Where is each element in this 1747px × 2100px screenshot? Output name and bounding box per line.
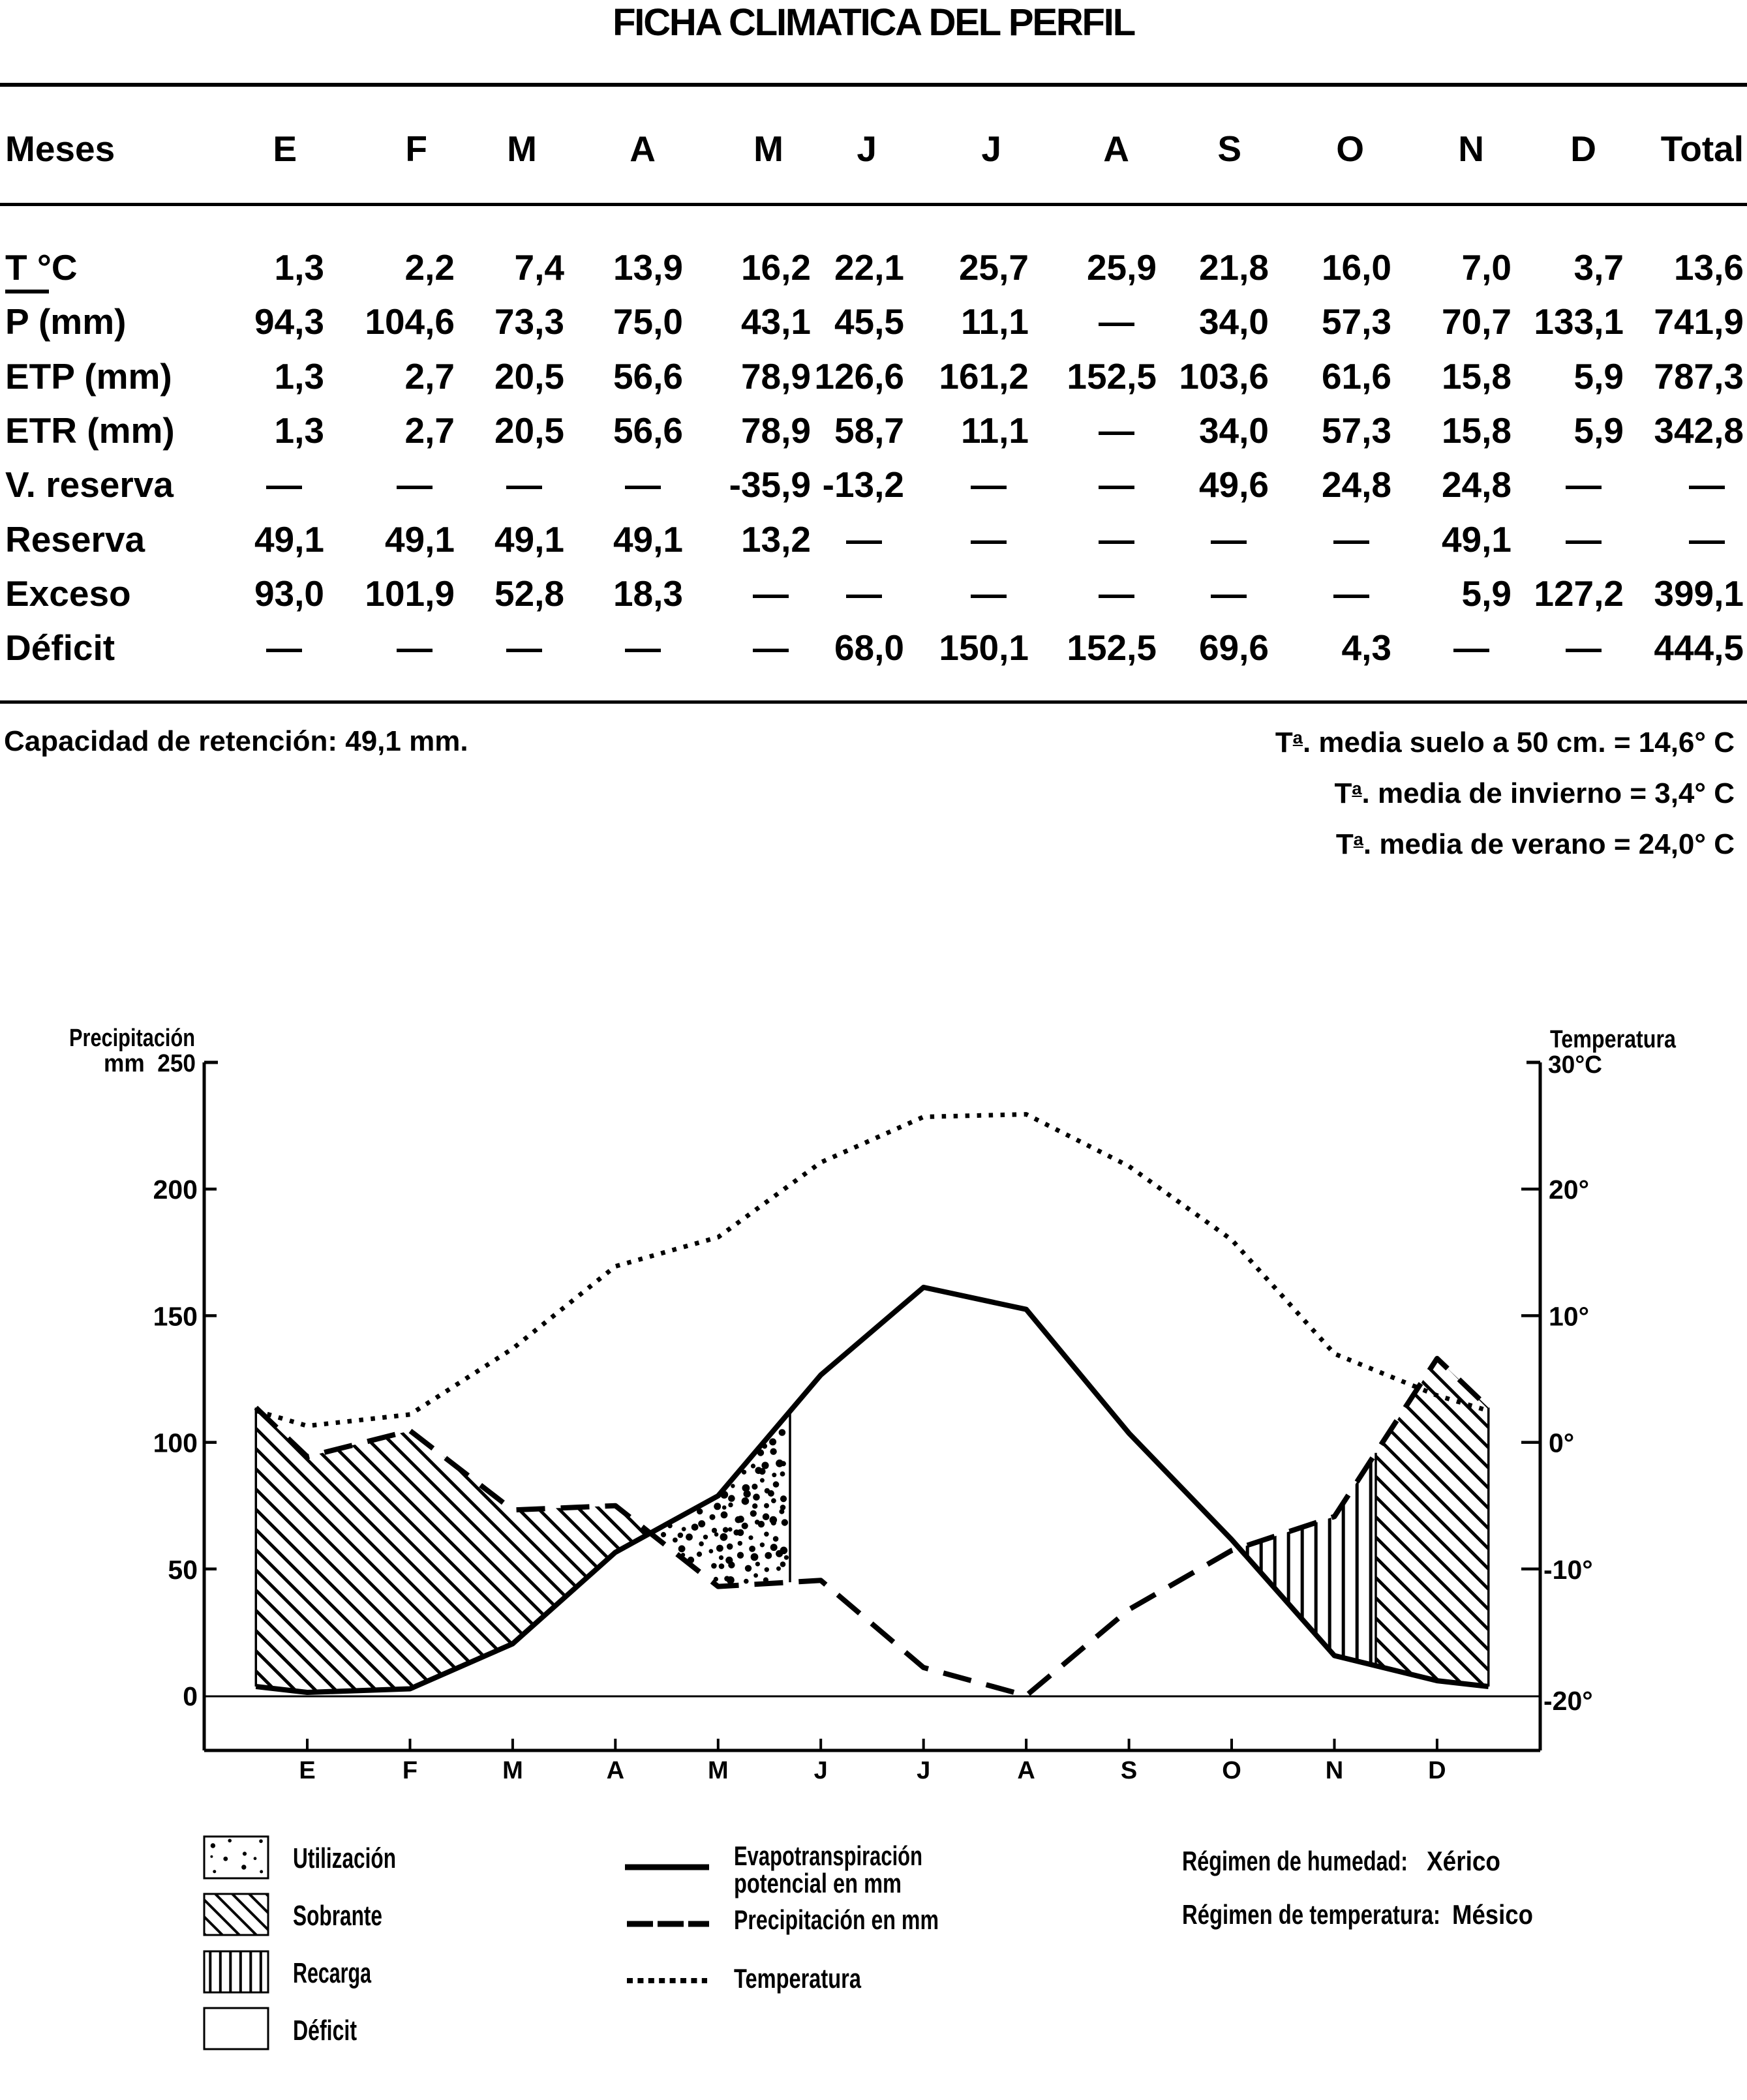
svg-text:potencial en mm: potencial en mm	[734, 1868, 902, 1898]
svg-text:Sobrante: Sobrante	[293, 1900, 382, 1932]
svg-text:Recarga: Recarga	[293, 1957, 371, 1989]
svg-text:Régimen de temperatura:: Régimen de temperatura:	[1182, 1899, 1440, 1930]
svg-text:S: S	[1121, 1757, 1137, 1784]
svg-text:J: J	[917, 1757, 930, 1784]
svg-text:30°C: 30°C	[1548, 1051, 1602, 1079]
svg-text:Régimen de humedad:: Régimen de humedad:	[1182, 1846, 1408, 1876]
svg-text:50: 50	[168, 1555, 198, 1585]
svg-text:Precipitación en mm: Precipitación en mm	[734, 1904, 939, 1935]
svg-text:Temperatura: Temperatura	[734, 1963, 861, 1994]
svg-text:0°: 0°	[1549, 1428, 1574, 1458]
svg-text:Utilización: Utilización	[293, 1842, 396, 1874]
svg-text:A: A	[1017, 1757, 1035, 1784]
svg-text:0: 0	[183, 1681, 198, 1711]
svg-text:J: J	[814, 1757, 828, 1784]
svg-text:F: F	[403, 1757, 418, 1784]
svg-text:20°: 20°	[1549, 1175, 1589, 1205]
svg-text:10°: 10°	[1549, 1301, 1589, 1331]
svg-text:Mésico: Mésico	[1452, 1899, 1533, 1930]
svg-text:Evapotranspiración: Evapotranspiración	[734, 1840, 922, 1871]
svg-text:-10°: -10°	[1543, 1555, 1593, 1585]
svg-text:N: N	[1326, 1757, 1343, 1784]
svg-text:100: 100	[153, 1428, 198, 1458]
svg-text:-20°: -20°	[1543, 1686, 1593, 1716]
svg-text:E: E	[299, 1757, 315, 1784]
svg-text:A: A	[607, 1757, 624, 1784]
svg-text:M: M	[502, 1757, 523, 1784]
svg-text:Déficit: Déficit	[293, 2015, 357, 2047]
svg-text:150: 150	[153, 1301, 198, 1331]
svg-text:200: 200	[153, 1175, 198, 1205]
svg-text:Temperatura: Temperatura	[1550, 1026, 1677, 1053]
svg-text:O: O	[1222, 1757, 1241, 1784]
svg-text:Precipitación: Precipitación	[69, 1025, 195, 1052]
svg-text:Xérico: Xérico	[1427, 1846, 1500, 1876]
svg-text:mm 250: mm 250	[104, 1050, 196, 1077]
svg-text:D: D	[1428, 1757, 1446, 1784]
svg-text:M: M	[708, 1757, 729, 1784]
